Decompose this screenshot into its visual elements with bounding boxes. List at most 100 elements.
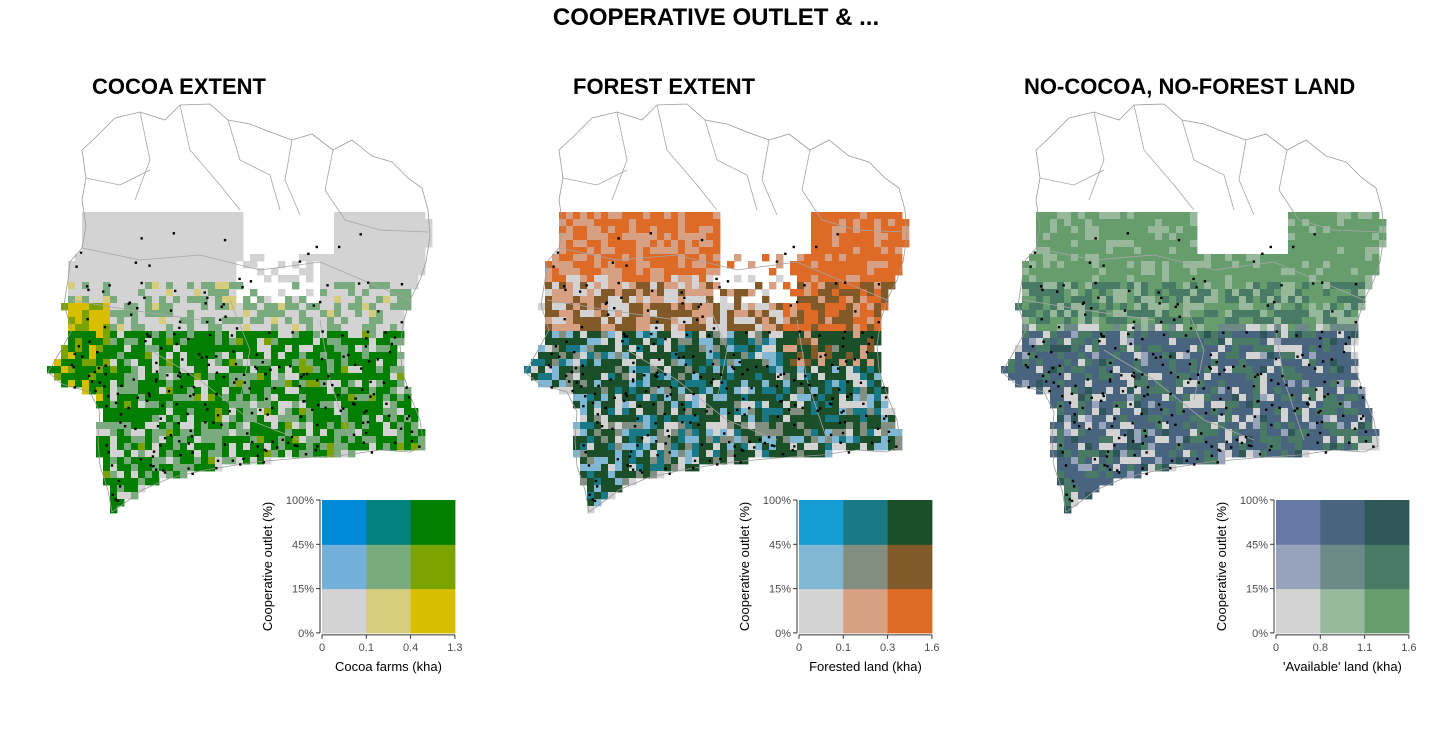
cooperative-point — [736, 408, 739, 412]
map-cell — [1127, 324, 1135, 332]
map-cell — [1127, 331, 1135, 339]
map-cell — [285, 387, 293, 395]
map-cell — [131, 436, 139, 444]
map-cell — [166, 324, 174, 332]
map-cell — [1064, 219, 1072, 227]
map-cell — [1134, 282, 1142, 290]
map-cell — [762, 366, 770, 374]
map-cell — [664, 261, 672, 269]
map-cell — [82, 282, 90, 290]
map-cell — [383, 436, 391, 444]
cooperative-point — [148, 264, 151, 267]
map-cell — [713, 380, 721, 388]
district-boundary — [85, 169, 151, 186]
map-cell — [334, 345, 342, 353]
map-cell — [68, 268, 76, 276]
map-cell — [264, 373, 272, 381]
map-cell — [643, 408, 651, 416]
map-cell — [1155, 345, 1163, 353]
map-cell — [89, 233, 97, 241]
map-cell — [1351, 212, 1359, 220]
cooperative-point — [742, 397, 745, 401]
map-cell — [1078, 338, 1086, 346]
map-cell — [138, 415, 146, 423]
map-cell — [383, 422, 391, 430]
map-cell — [622, 317, 630, 325]
map-cell — [1169, 261, 1177, 269]
map-cell — [194, 247, 202, 255]
cooperative-point — [628, 455, 632, 458]
map-cell — [811, 226, 819, 234]
map-cell — [341, 219, 349, 227]
map-cell — [1141, 310, 1149, 318]
map-cell — [846, 415, 854, 423]
cooperative-point — [88, 340, 91, 343]
map-cell — [741, 387, 749, 395]
map-cell — [327, 303, 335, 311]
map-cell — [187, 443, 195, 451]
map-cell — [1141, 359, 1149, 367]
map-cell — [853, 282, 861, 290]
cooperative-point — [588, 493, 591, 496]
map-cell — [145, 471, 153, 479]
map-cell — [1274, 275, 1282, 283]
map-cell — [75, 282, 83, 290]
map-cell — [124, 240, 132, 248]
map-cell — [1190, 219, 1198, 227]
map-cell — [1162, 352, 1170, 360]
cooperative-point — [318, 300, 322, 304]
map-cell — [692, 401, 700, 409]
cooperative-point — [364, 431, 368, 435]
cooperative-point — [161, 404, 164, 408]
map-cell — [622, 303, 630, 311]
map-cell — [559, 247, 567, 255]
map-cell — [1071, 359, 1079, 367]
map-cell — [1351, 324, 1359, 332]
map-cell — [1323, 310, 1331, 318]
map-cell — [1344, 254, 1352, 262]
map-cell — [671, 303, 679, 311]
map-cell — [1281, 352, 1289, 360]
map-cell — [257, 380, 265, 388]
map-cell — [650, 359, 658, 367]
map-cell — [208, 324, 216, 332]
cooperative-point — [175, 403, 178, 406]
map-cell — [1092, 212, 1100, 220]
map-cell — [131, 415, 139, 423]
map-cell — [615, 296, 623, 304]
map-cell — [1274, 352, 1282, 360]
map-cell — [180, 443, 188, 451]
map-cell — [1127, 338, 1135, 346]
legend-x-label: Cocoa farms (kha) — [335, 659, 442, 674]
cooperative-point — [271, 440, 274, 444]
map-cell — [404, 296, 412, 304]
map-cell — [1351, 289, 1359, 297]
map-cell — [1099, 303, 1107, 311]
map-cell — [699, 261, 707, 269]
map-cell — [1148, 352, 1156, 360]
cooperative-point — [220, 423, 223, 427]
map-cell — [110, 275, 118, 283]
map-cell — [117, 366, 125, 374]
map-cell — [369, 429, 377, 437]
map-cell — [1204, 282, 1212, 290]
cooperative-point — [776, 415, 780, 418]
map-cell — [1197, 254, 1205, 262]
map-cell — [685, 247, 693, 255]
map-cell — [643, 345, 651, 353]
map-cell — [1085, 380, 1093, 388]
map-cell — [89, 352, 97, 360]
map-cell — [82, 296, 90, 304]
map-cell — [1029, 261, 1037, 269]
map-cell — [594, 268, 602, 276]
map-cell — [552, 324, 560, 332]
map-cell — [1064, 352, 1072, 360]
map-cell — [1183, 352, 1191, 360]
map-cell — [608, 394, 616, 402]
map-cell — [685, 387, 693, 395]
map-cell — [839, 380, 847, 388]
map-cell — [671, 464, 679, 472]
map-cell — [895, 261, 903, 269]
map-cell — [741, 359, 749, 367]
map-cell — [1092, 345, 1100, 353]
